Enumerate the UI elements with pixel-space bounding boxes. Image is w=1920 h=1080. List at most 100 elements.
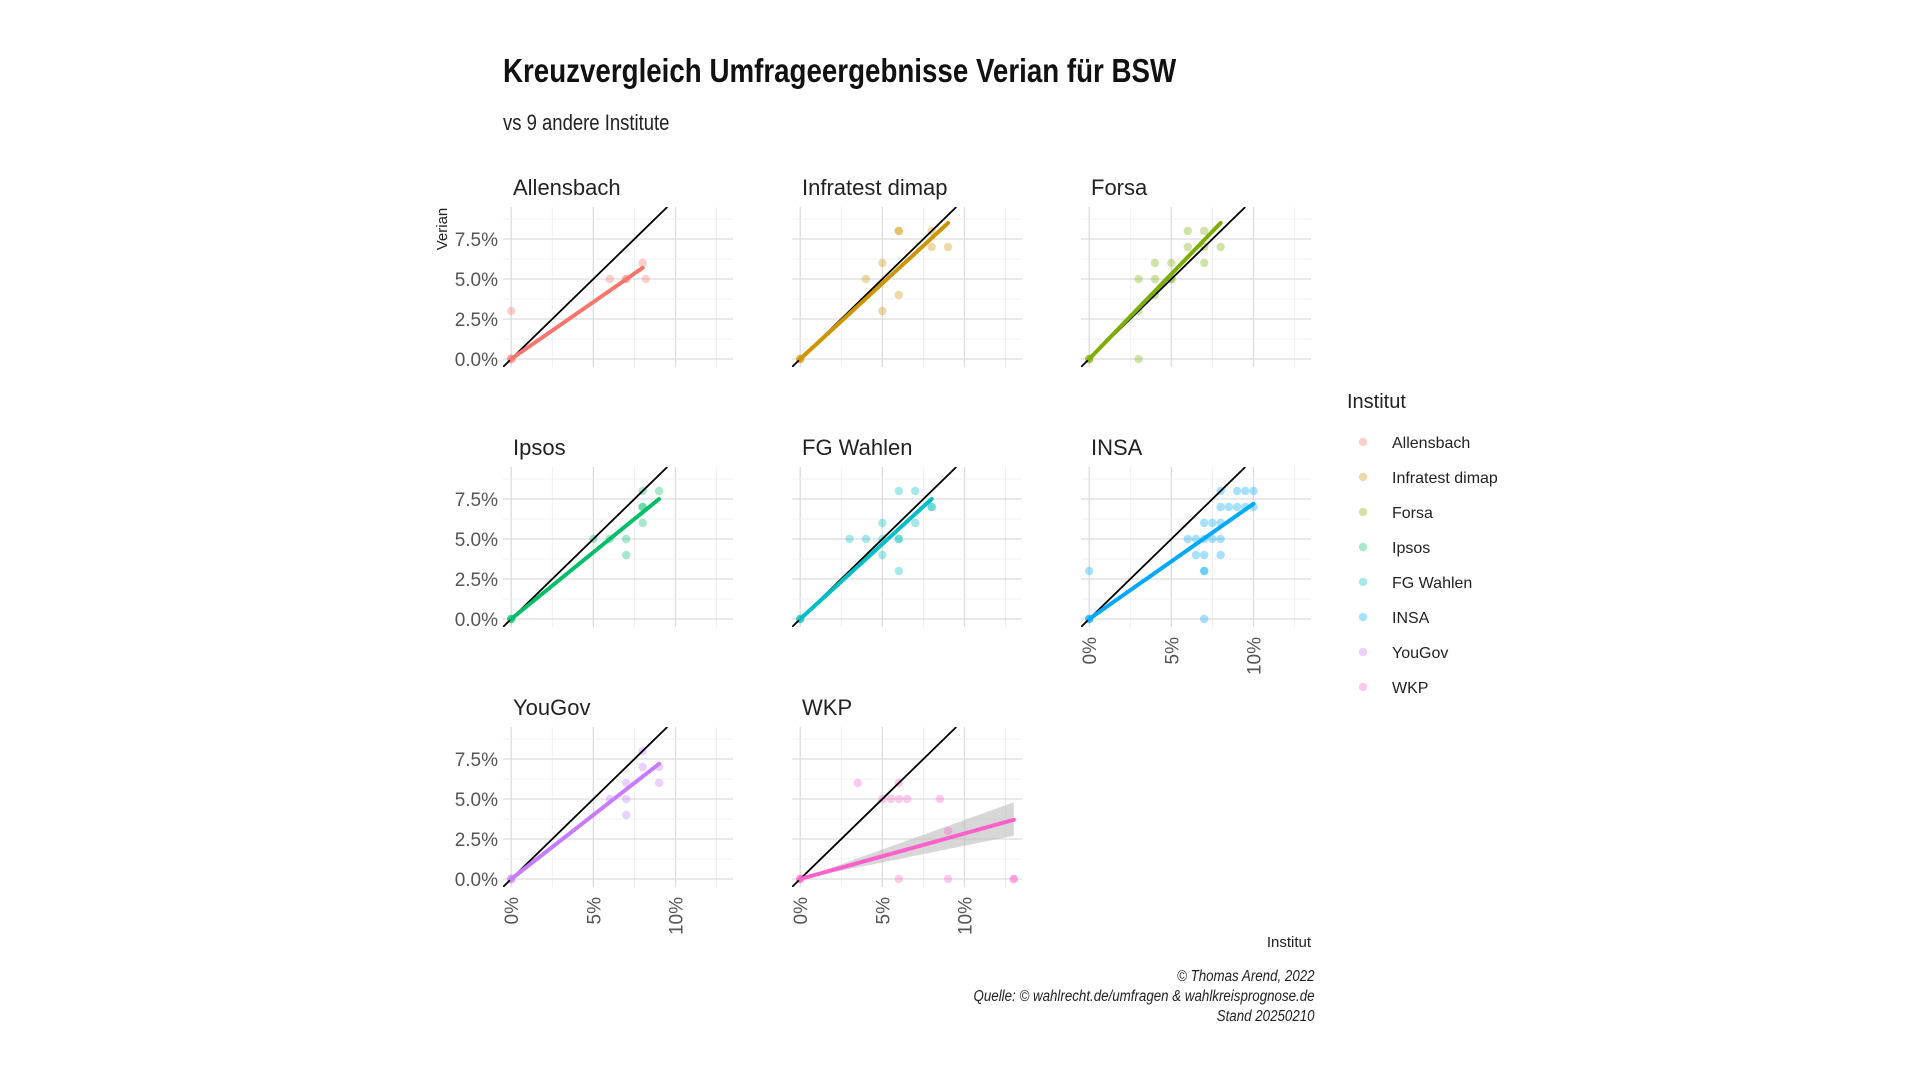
regression-line [798, 497, 934, 621]
data-point [1134, 274, 1143, 284]
x-tick-label: 10% [956, 897, 977, 935]
data-point [641, 274, 651, 284]
data-point [622, 534, 631, 544]
facet-title-allensbach: Allensbach [513, 175, 621, 200]
y-tick-label: 0.0% [455, 350, 498, 371]
gridlines [1081, 207, 1311, 367]
facet-fg-wahlen: FG Wahlen [792, 435, 1022, 627]
data-point [1249, 486, 1258, 496]
data-point [935, 794, 945, 804]
data-point [1224, 502, 1234, 512]
data-point [927, 502, 936, 512]
facet-title-forsa: Forsa [1091, 175, 1148, 200]
data-point [1183, 242, 1192, 252]
data-point [894, 226, 903, 236]
legend-label: Forsa [1392, 505, 1433, 522]
legend-key [1358, 542, 1368, 552]
y-tick-label: 5.0% [455, 790, 498, 811]
legend-item-allensbach: Allensbach [1358, 435, 1470, 452]
regression-line [509, 761, 662, 881]
facet-title-fg-wahlen: FG Wahlen [802, 435, 912, 460]
legend-key [1358, 612, 1368, 622]
reference-line [503, 207, 668, 367]
x-tick-label: 5% [584, 897, 605, 925]
x-tick-label: 5% [873, 897, 894, 925]
y-tick-label: 0.0% [455, 610, 498, 631]
regression-line [509, 497, 662, 621]
gridlines [503, 467, 733, 627]
data-point [1200, 258, 1209, 268]
legend-key [1358, 682, 1368, 692]
legend-title: Institut [1347, 391, 1406, 413]
facet-plot-area [792, 207, 957, 367]
data-point [1200, 566, 1209, 576]
data-point [1009, 874, 1018, 884]
data-point [638, 518, 647, 528]
data-point [943, 874, 953, 884]
facet-plot-area [792, 467, 957, 627]
data-point [507, 306, 516, 316]
facet-plot-area [503, 727, 668, 887]
confidence-band [800, 802, 1014, 879]
facet-infratest-dimap: Infratest dimap [792, 175, 1022, 367]
data-point [1208, 518, 1217, 528]
facet-plot-area [503, 467, 668, 627]
data-point [878, 306, 887, 316]
data-point [1009, 874, 1018, 884]
data-point [1200, 518, 1209, 528]
data-point [894, 290, 903, 300]
x-tick-label: 5% [1162, 637, 1183, 665]
facet-yougov: YouGov 0.0% 2.5% 5.0% 7.5% 0% 5% 10% [455, 695, 733, 935]
y-tick-label: 7.5% [455, 230, 498, 251]
facet-plot-area [1081, 467, 1258, 627]
data-point [878, 258, 887, 268]
facet-plot-area [503, 207, 668, 367]
data-point [638, 762, 647, 772]
chart-title: Kreuzvergleich Umfrageergebnisse Verian … [503, 52, 1177, 89]
regression-line [798, 817, 1016, 881]
legend-label: INSA [1392, 610, 1430, 627]
legend-item-fg-wahlen: FG Wahlen [1358, 575, 1472, 592]
data-point [902, 794, 912, 804]
data-point [927, 242, 936, 252]
data-point [1232, 502, 1242, 512]
gridlines [792, 207, 1022, 367]
data-point [894, 874, 903, 884]
facet-allensbach: Allensbach 0.0% 2.5% 5.0% 7.5% [455, 175, 733, 371]
legend-key [1358, 647, 1368, 657]
legend: Institut Allensbach Infratest dimap Forsa Ip… [1347, 391, 1498, 697]
data-point [878, 550, 887, 560]
data-point [654, 486, 664, 496]
caption-line-date: Stand 20250210 [1217, 1008, 1315, 1025]
data-point [622, 794, 631, 804]
data-point [911, 486, 920, 496]
data-point [605, 274, 614, 284]
facet-ipsos: Ipsos 0.0% 2.5% 5.0% 7.5% [455, 435, 733, 631]
data-point [1200, 614, 1209, 624]
data-point [1167, 258, 1176, 268]
legend-item-ipsos: Ipsos [1358, 540, 1430, 557]
data-point [622, 550, 631, 560]
data-point [1150, 258, 1160, 268]
legend-label: Ipsos [1392, 540, 1430, 557]
regression-line [1087, 221, 1223, 361]
facet-wkp: WKP 0% 5% 10% [791, 695, 1022, 935]
data-point [894, 534, 903, 544]
data-point [1183, 226, 1192, 236]
x-tick-label: 0% [1080, 637, 1101, 665]
y-axis-title: Verian [434, 208, 451, 251]
data-point [1241, 486, 1250, 496]
caption: © Thomas Arend, 2022 Quelle: © wahlrecht… [918, 967, 1315, 1027]
data-point [894, 486, 903, 496]
data-point [622, 810, 631, 820]
facet-plot-area [792, 727, 1018, 887]
data-point [1232, 486, 1242, 496]
facet-title-infratest-dimap: Infratest dimap [802, 175, 948, 200]
facet-title-yougov: YouGov [513, 695, 590, 720]
data-point [894, 534, 903, 544]
legend-label: YouGov [1392, 645, 1448, 662]
legend-item-insa: INSA [1358, 610, 1430, 627]
y-tick-label: 0.0% [455, 870, 498, 891]
gridlines [503, 207, 733, 367]
